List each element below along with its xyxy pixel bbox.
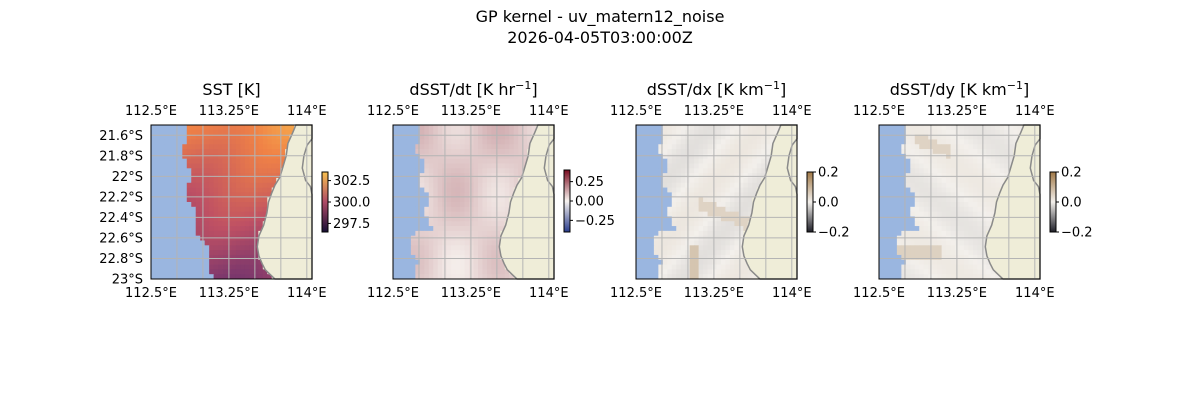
x-tick-label-top: 112.5°E [610,104,662,119]
panel-3-frame [635,124,798,280]
y-tick-label: 22.8°S [99,252,143,267]
panel-4-colorbar [1049,171,1057,233]
y-tick-label: 21.6°S [99,129,143,144]
panel-1-frame [150,124,313,280]
colorbar-tick-label: 0.00 [575,195,604,210]
x-tick-label-bottom: 112.5°E [367,286,419,301]
x-tick-label-top: 113.25°E [441,104,501,119]
x-tick-label-bottom: 113.25°E [927,286,987,301]
panel-3-grid [635,125,797,280]
panel-3-title: dSST/dx [K km−1] [647,79,786,99]
x-tick-label-top: 112.5°E [853,104,905,119]
colorbar-tick-label: 300.0 [333,196,370,211]
panel-1-colorbar [321,171,329,233]
colorbar-tick-label: 302.5 [333,174,370,189]
panel-1-land [256,124,313,280]
x-tick-label-top: 114°E [1015,104,1055,119]
panel-4-title: dSST/dy [K km−1] [890,79,1029,99]
x-tick-label-top: 112.5°E [125,104,177,119]
x-tick-label-bottom: 114°E [772,286,812,301]
x-tick-label-bottom: 114°E [1015,286,1055,301]
figure-suptitle-line1: GP kernel - uv_matern12_noise [476,7,725,27]
y-tick-label: 23°S [112,273,143,288]
colorbar-tick-label: −0.25 [575,214,615,229]
x-tick-label-bottom: 113.25°E [684,286,744,301]
x-tick-label-bottom: 113.25°E [441,286,501,301]
x-tick-label-top: 114°E [287,104,327,119]
panel-3-land [741,124,798,280]
colorbar-tick-label: 0.2 [1061,166,1082,181]
x-tick-label-top: 114°E [529,104,569,119]
panel-4-land [984,124,1041,280]
panels: SST [K] 112.5°E 112.5°E 113.25°E 113.25°E 114… [99,79,1092,301]
colorbar-tick-label: 0.0 [818,196,839,211]
y-tick-label: 22.4°S [99,211,143,226]
x-tick-label-top: 112.5°E [367,104,419,119]
panel-2: dSST/dt [K hr−1] 112.5°E 112.5°E 113.25°E 11… [367,79,615,301]
x-tick-label-bottom: 112.5°E [610,286,662,301]
y-tick-label: 21.8°S [99,149,143,164]
panel-2-grid [392,125,554,280]
panel-4-frame [878,124,1041,280]
x-tick-label-top: 113.25°E [927,104,987,119]
x-tick-label-top: 114°E [772,104,812,119]
y-tick-label: 22.6°S [99,231,143,246]
y-tick-label: 22°S [112,170,143,185]
panel-1-title: SST [K] [202,80,260,99]
colorbar-tick-label: 0.0 [1061,196,1082,211]
colorbar-tick-label: 297.5 [333,217,370,232]
figure-suptitle-line2: 2026-04-05T03:00:00Z [507,28,693,47]
panel-2-frame [392,124,555,280]
panel-3: dSST/dx [K km−1] 112.5°E 112.5°E 113.25°E 11… [610,79,850,301]
x-tick-label-bottom: 114°E [287,286,327,301]
x-tick-label-top: 113.25°E [684,104,744,119]
panel-2-colorbar [563,169,571,233]
panel-2-title: dSST/dt [K hr−1] [409,79,537,99]
colorbar-tick-label: 0.25 [575,175,604,190]
colorbar-tick-label: −0.2 [818,226,850,241]
x-tick-label-top: 113.25°E [199,104,259,119]
panel-4: dSST/dy [K km−1] 112.5°E 112.5°E 113.25°E 11… [853,79,1093,301]
y-tick-label: 22.2°S [99,190,143,205]
x-tick-label-bottom: 114°E [529,286,569,301]
x-tick-label-bottom: 113.25°E [199,286,259,301]
x-tick-label-bottom: 112.5°E [853,286,905,301]
panel-3-colorbar [806,171,814,233]
x-tick-label-bottom: 112.5°E [125,286,177,301]
panel-1: SST [K] 112.5°E 112.5°E 113.25°E 113.25°E 114… [99,80,370,301]
panel-2-land [498,124,555,280]
colorbar-tick-label: 0.2 [818,166,839,181]
colorbar-tick-label: −0.2 [1061,226,1093,241]
